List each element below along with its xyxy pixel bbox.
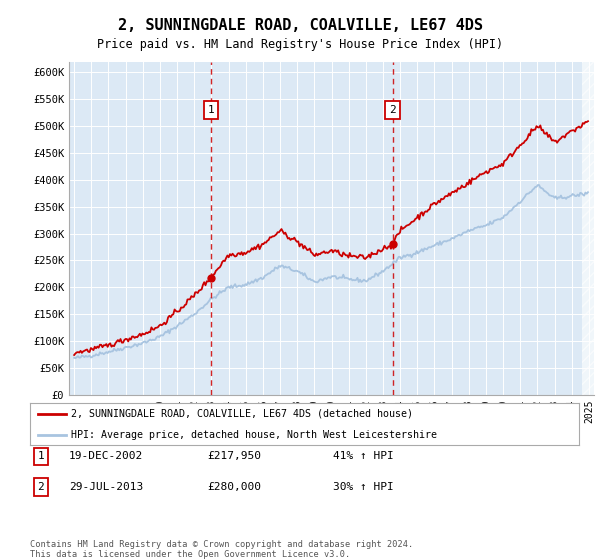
Text: £280,000: £280,000: [207, 482, 261, 492]
Text: 1: 1: [37, 451, 44, 461]
Text: 29-JUL-2013: 29-JUL-2013: [69, 482, 143, 492]
Text: 30% ↑ HPI: 30% ↑ HPI: [333, 482, 394, 492]
Text: 2: 2: [389, 105, 396, 115]
Text: 41% ↑ HPI: 41% ↑ HPI: [333, 451, 394, 461]
Text: Contains HM Land Registry data © Crown copyright and database right 2024.: Contains HM Land Registry data © Crown c…: [30, 540, 413, 549]
Text: £217,950: £217,950: [207, 451, 261, 461]
Text: This data is licensed under the Open Government Licence v3.0.: This data is licensed under the Open Gov…: [30, 550, 350, 559]
Text: 2: 2: [37, 482, 44, 492]
Text: HPI: Average price, detached house, North West Leicestershire: HPI: Average price, detached house, Nort…: [71, 430, 437, 440]
Text: 19-DEC-2002: 19-DEC-2002: [69, 451, 143, 461]
Bar: [582, 62, 594, 395]
Text: 1: 1: [208, 105, 214, 115]
Text: 2, SUNNINGDALE ROAD, COALVILLE, LE67 4DS (detached house): 2, SUNNINGDALE ROAD, COALVILLE, LE67 4DS…: [71, 409, 413, 419]
Text: 2, SUNNINGDALE ROAD, COALVILLE, LE67 4DS: 2, SUNNINGDALE ROAD, COALVILLE, LE67 4DS: [118, 18, 482, 32]
Text: Price paid vs. HM Land Registry's House Price Index (HPI): Price paid vs. HM Land Registry's House …: [97, 38, 503, 52]
